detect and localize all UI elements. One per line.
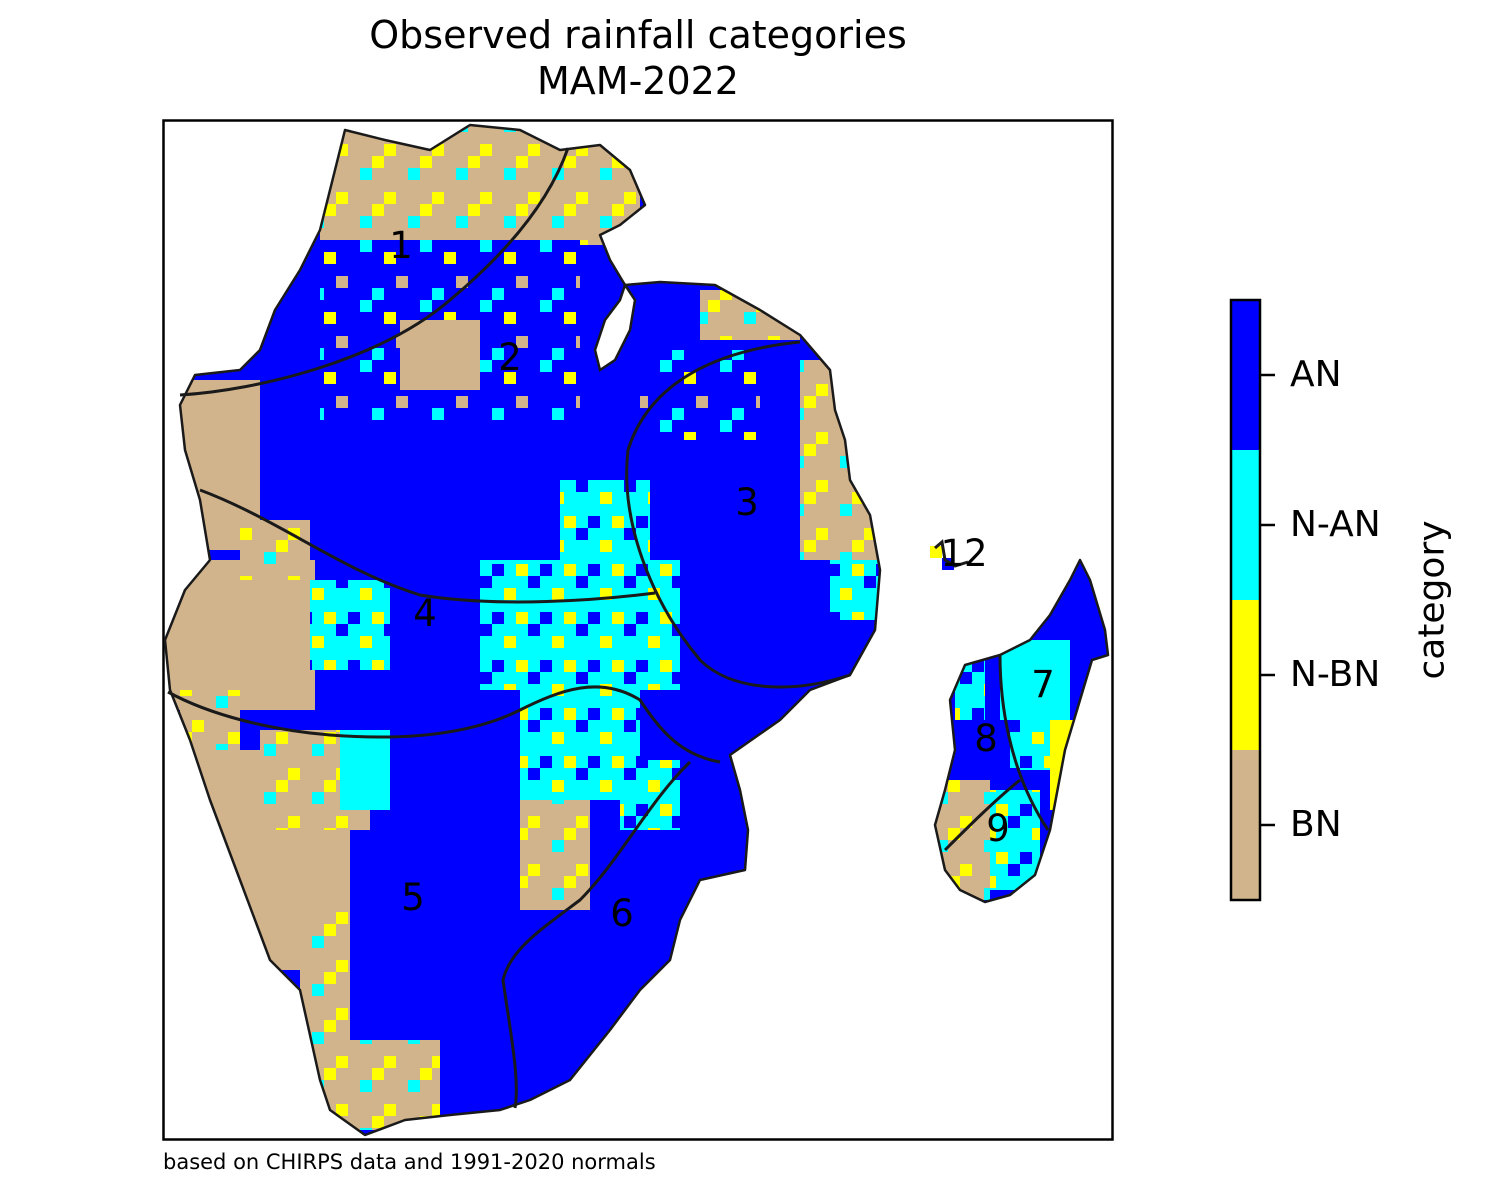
colorbar-n-bn: [1231, 600, 1260, 750]
zone-label-2: 2: [498, 336, 522, 379]
map-frame: [162, 119, 1114, 1141]
zone-label-1: 1: [389, 224, 413, 267]
zone-label-6: 6: [610, 892, 634, 935]
colorbar-label-bn: BN: [1290, 804, 1342, 845]
map-title: Observed rainfall categories: [369, 13, 907, 57]
colorbar-n-an: [1231, 450, 1260, 600]
zone-label-8: 8: [974, 717, 998, 760]
zone-label-12: 12: [940, 532, 987, 575]
zone-labels: 1 2 3 4 5 6 7 8 9 12: [389, 224, 1055, 935]
zone-label-7: 7: [1031, 663, 1055, 706]
data-source-note: based on CHIRPS data and 1991-2020 norma…: [163, 1150, 656, 1174]
zone-boundaries: [167, 147, 1050, 1109]
colorbar: [1229, 298, 1275, 902]
colorbar-an: [1231, 300, 1260, 450]
colorbar-outline: [1229, 298, 1262, 902]
mainland-coastline: [163, 123, 882, 1137]
colorbar-label-n-an: N-AN: [1290, 504, 1381, 545]
zone-label-4: 4: [413, 592, 437, 635]
lake-outline: [593, 282, 637, 373]
colorbar-label-an: AN: [1290, 354, 1342, 395]
zone-label-5: 5: [401, 876, 425, 919]
colorbar-bn: [1231, 750, 1260, 900]
island-12-coastline: [934, 539, 969, 568]
map-subtitle: MAM-2022: [537, 59, 739, 103]
colorbar-label-n-bn: N-BN: [1290, 654, 1381, 695]
zone-label-9: 9: [986, 807, 1010, 850]
madagascar-coastline: [933, 558, 1110, 904]
mainland-category-fill: [165, 125, 880, 1135]
zone-label-3: 3: [735, 481, 759, 524]
colorbar-title: category: [1411, 520, 1453, 680]
madagascar-category-fill: [935, 560, 1108, 902]
